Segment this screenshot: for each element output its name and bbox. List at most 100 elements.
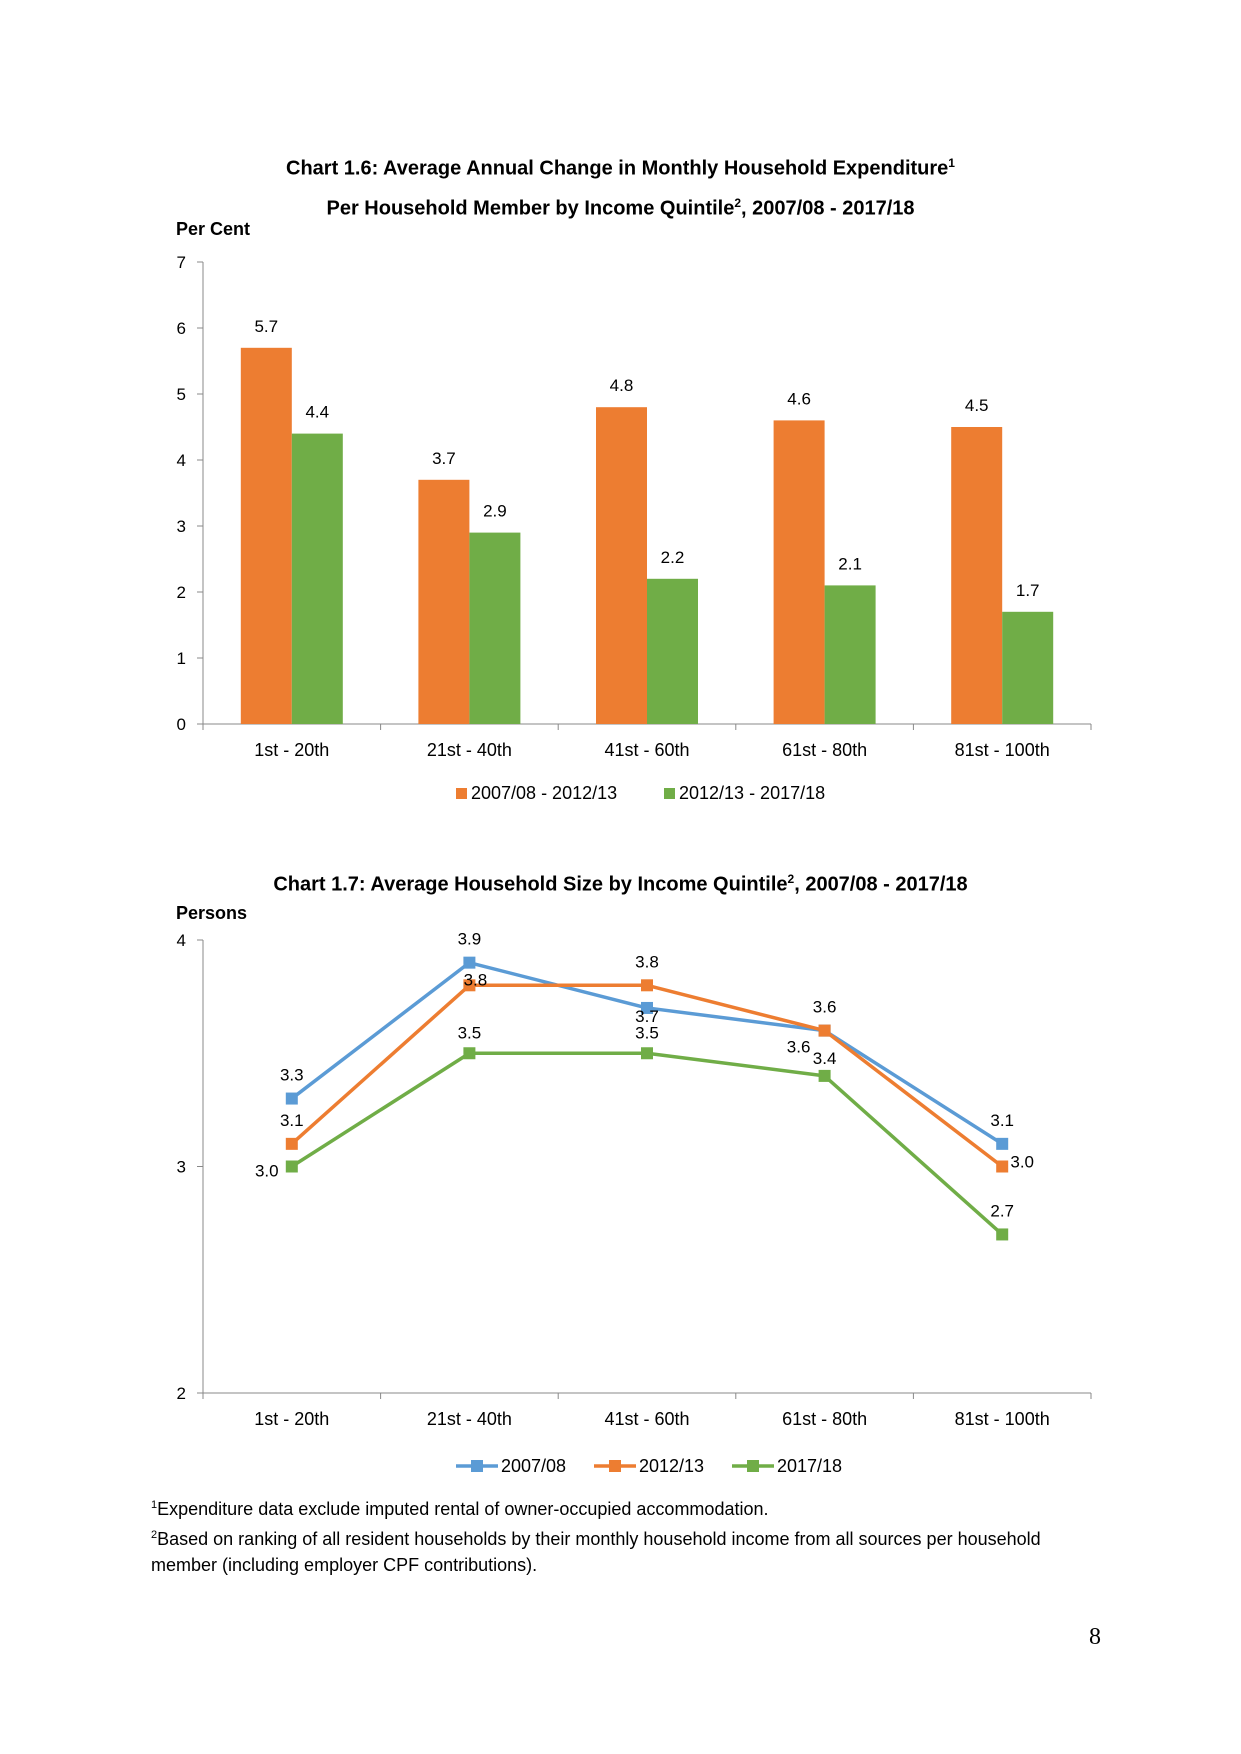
- chart2-point-2: [996, 1160, 1009, 1173]
- page-number: 8: [1089, 1624, 1101, 1650]
- chart1-data-label: 2.9: [483, 502, 507, 521]
- chart2-point-2: [818, 1024, 831, 1037]
- chart2-data-label: 3.5: [635, 1023, 659, 1042]
- chart2-y-tick-label: 4: [177, 931, 186, 950]
- chart1-x-tick-label: 81st - 100th: [955, 740, 1050, 760]
- chart2-title-text1: Chart 1.7: Average Household Size by Inc…: [273, 873, 788, 896]
- chart2-x-tick-label: 21st - 40th: [427, 1409, 512, 1429]
- chart2-point-3: [818, 1069, 831, 1082]
- chart2-point-2: [641, 979, 653, 992]
- chart1-title-text2: Per Household Member by Income Quintile: [326, 197, 735, 220]
- chart2-data-label: 3.9: [458, 930, 482, 949]
- chart2-data-label: 3.8: [635, 952, 659, 971]
- chart1-title-text1: Chart 1.6: Average Annual Change in Mont…: [286, 157, 949, 180]
- chart1-bar-2: [647, 578, 698, 724]
- chart1-y-tick-label: 1: [177, 649, 186, 668]
- chart2-point-3: [285, 1160, 298, 1173]
- chart1-data-label: 2.2: [661, 548, 685, 567]
- footnote-1-text: Expenditure data exclude imputed rental …: [157, 1499, 769, 1519]
- chart1-y-tick-label: 3: [177, 517, 186, 536]
- chart2-point-3: [996, 1228, 1009, 1241]
- chart1-x-tick-label: 41st - 60th: [604, 740, 689, 760]
- chart1-title-line2: Per Household Member by Income Quintile2…: [0, 186, 1241, 226]
- chart2-title: Chart 1.7: Average Household Size by Inc…: [0, 862, 1241, 902]
- chart1-data-label: 1.7: [1016, 581, 1040, 600]
- chart1-bar-2: [291, 433, 343, 724]
- chart1-data-label: 5.7: [254, 317, 278, 336]
- chart2-y-tick-label: 2: [177, 1384, 186, 1403]
- chart1-data-label: 4.5: [965, 396, 989, 415]
- chart2-point-3: [641, 1047, 653, 1060]
- footnotes: 1Expenditure data exclude imputed rental…: [151, 1492, 1101, 1578]
- chart1-x-tick-label: 1st - 20th: [254, 740, 329, 760]
- chart1-bar-2: [1002, 611, 1054, 724]
- chart2-y-unit: Persons: [176, 903, 248, 923]
- chart2-data-label: 3.0: [1010, 1153, 1034, 1172]
- chart1-y-tick-label: 2: [177, 583, 186, 602]
- chart2-x-tick-label: 81st - 100th: [955, 1409, 1050, 1429]
- chart1-y-tick-label: 6: [177, 319, 186, 338]
- chart2-x-tick-label: 1st - 20th: [254, 1409, 329, 1429]
- chart2-data-label: 3.1: [990, 1111, 1014, 1130]
- chart2-data-label: 3.1: [280, 1111, 304, 1130]
- chart1-title-text3: , 2007/08 - 2017/18: [741, 197, 915, 220]
- chart2-point-2: [463, 979, 476, 992]
- chart2-data-label: 2.7: [990, 1201, 1014, 1220]
- chart1-title-sup2: 2: [734, 195, 742, 210]
- chart1-bar-1: [596, 407, 647, 724]
- chart1-y-tick-label: 7: [177, 253, 186, 272]
- chart2-title-sup: 2: [787, 872, 795, 886]
- chart2-data-label: 3.4: [813, 1049, 837, 1068]
- chart1-data-label: 2.1: [838, 554, 862, 573]
- chart2-data-label: 3.5: [458, 1023, 482, 1042]
- chart1-data-label: 3.7: [432, 449, 456, 468]
- chart1-y-tick-label: 5: [177, 385, 186, 404]
- chart1-bar-2: [469, 532, 521, 724]
- chart2-legend-label-3: 2017/18: [777, 1456, 842, 1476]
- footnote-2-text: Based on ranking of all resident househo…: [151, 1529, 1041, 1575]
- chart2-point-1: [285, 1092, 298, 1105]
- chart2-point-1: [463, 956, 476, 969]
- chart2-data-label: 3.3: [280, 1066, 304, 1085]
- chart2-data-label: 3.8: [464, 970, 488, 989]
- footnote-2: 2Based on ranking of all resident househ…: [151, 1522, 1101, 1578]
- chart2-legend-label-2: 2012/13: [639, 1456, 704, 1476]
- chart1-data-label: 4.6: [787, 389, 811, 408]
- chart2-point-3: [463, 1047, 476, 1060]
- chart1-bar-1: [773, 420, 825, 724]
- footnote-2-marker: 2: [151, 1529, 158, 1541]
- footnote-1-marker: 1: [151, 1499, 158, 1511]
- chart2-data-label: 3.7: [635, 1007, 659, 1026]
- chart2-point-1: [641, 1001, 653, 1014]
- chart1-bar-1: [951, 427, 1003, 724]
- chart2-point-2: [285, 1137, 298, 1150]
- chart1-bar-1: [418, 479, 470, 724]
- chart1-bar-1: [240, 347, 292, 724]
- chart2-x-tick-label: 41st - 60th: [604, 1409, 689, 1429]
- chart1-legend-label-1: 2007/08 - 2012/13: [471, 783, 617, 803]
- chart1-legend-label-2: 2012/13 - 2017/18: [679, 783, 825, 803]
- chart1-bar-2: [824, 585, 876, 724]
- chart2-point-1: [996, 1137, 1009, 1150]
- chart1-title-sup1: 1: [948, 156, 955, 170]
- chart2-legend-marker-1: [471, 1460, 483, 1472]
- chart1-legend-swatch-2: [664, 788, 675, 799]
- chart1-legend-swatch-1: [456, 788, 467, 799]
- chart1-x-tick-label: 21st - 40th: [427, 740, 512, 760]
- chart1-y-unit: Per Cent: [176, 219, 251, 239]
- chart1-data-label: 4.8: [610, 376, 634, 395]
- chart2-series-line-3: [290, 1051, 1004, 1236]
- chart1-x-tick-label: 61st - 80th: [782, 740, 867, 760]
- chart1-y-tick-label: 4: [177, 451, 186, 470]
- chart2-data-label: 3.6: [787, 1038, 811, 1057]
- chart2-y-tick-label: 3: [177, 1158, 186, 1177]
- chart2-data-label: 3.6: [813, 998, 837, 1017]
- chart2-data-label: 3.0: [255, 1162, 279, 1181]
- chart2-legend-marker-3: [747, 1460, 759, 1472]
- footnote-1: 1Expenditure data exclude imputed rental…: [151, 1492, 1101, 1522]
- chart2-x-tick-label: 61st - 80th: [782, 1409, 867, 1429]
- chart1-title: Chart 1.6: Average Annual Change in Mont…: [0, 146, 1241, 225]
- chart1-title-line1: Chart 1.6: Average Annual Change in Mont…: [0, 146, 1241, 186]
- chart1-y-tick-label: 0: [177, 715, 186, 734]
